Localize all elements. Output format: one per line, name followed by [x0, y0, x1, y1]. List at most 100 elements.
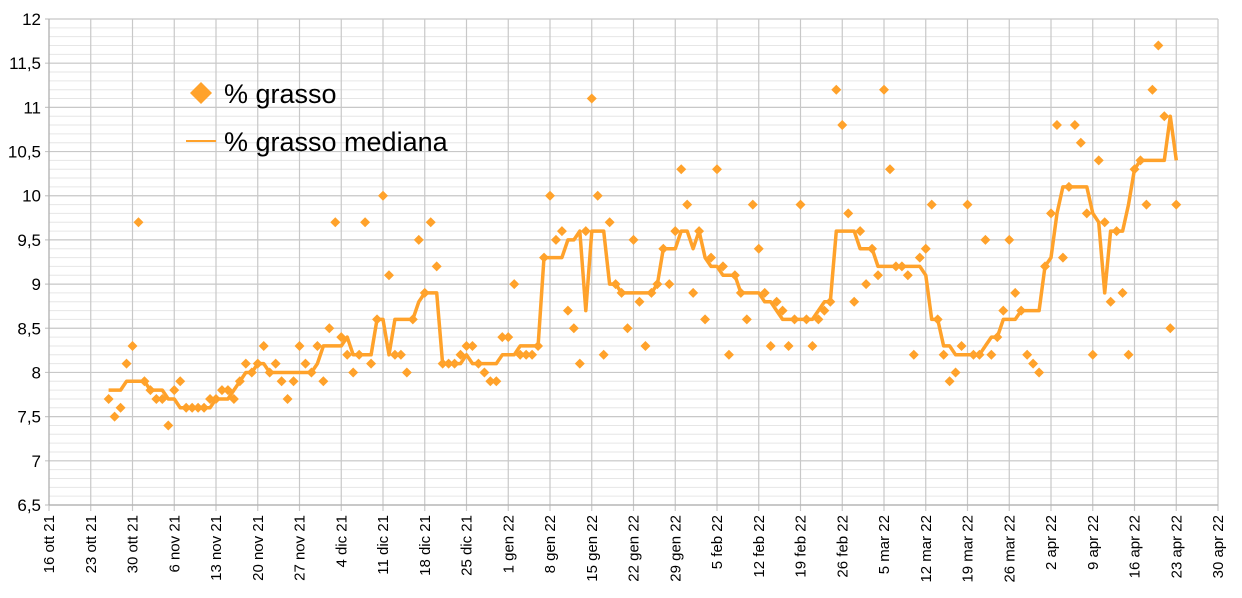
- data-point: [294, 340, 305, 351]
- data-point: [228, 393, 239, 404]
- data-point: [712, 164, 722, 175]
- data-point: [372, 314, 383, 325]
- data-point: [115, 402, 126, 413]
- data-point: [646, 287, 657, 298]
- data-point: [706, 252, 717, 263]
- data-point: [998, 305, 1009, 316]
- data-point: [1028, 358, 1039, 369]
- y-tick-label: 7: [32, 452, 41, 471]
- x-tick-label: 26 feb 22: [834, 515, 851, 578]
- data-point: [562, 305, 573, 316]
- data-point: [181, 402, 192, 413]
- data-point: [330, 217, 341, 228]
- data-point: [944, 376, 955, 387]
- data-point: [246, 367, 257, 378]
- data-point: [598, 349, 609, 360]
- data-point: [1159, 111, 1170, 122]
- data-point: [211, 393, 221, 404]
- data-point: [306, 367, 317, 378]
- x-tick-label: 13 nov 21: [208, 515, 225, 581]
- data-point: [634, 296, 645, 307]
- legend-marker-diamond: [190, 82, 212, 104]
- data-point: [533, 340, 544, 351]
- data-point: [765, 340, 776, 351]
- data-point: [276, 376, 287, 387]
- data-point: [771, 296, 782, 307]
- data-point: [568, 323, 579, 334]
- data-point: [723, 349, 734, 360]
- data-point: [747, 199, 758, 210]
- x-tick-label: 20 nov 21: [250, 515, 267, 581]
- data-point: [187, 402, 198, 413]
- x-tick-label: 5 feb 22: [709, 515, 726, 569]
- y-tick-label: 10: [22, 187, 41, 206]
- data-point: [956, 340, 967, 351]
- y-tick-label: 9: [32, 275, 41, 294]
- data-point: [592, 190, 603, 201]
- data-point: [843, 208, 854, 219]
- data-point: [1016, 305, 1027, 316]
- data-point: [312, 340, 323, 351]
- data-point: [1093, 155, 1104, 166]
- data-point: [193, 402, 204, 413]
- data-point: [127, 340, 138, 351]
- y-tick-label: 12: [22, 10, 41, 29]
- data-point: [1046, 208, 1056, 219]
- x-tick-label: 26 mar 22: [1001, 515, 1018, 583]
- data-point: [288, 376, 299, 387]
- data-point: [992, 332, 1003, 343]
- data-point: [819, 305, 830, 316]
- data-point: [133, 217, 144, 228]
- data-point: [1147, 84, 1158, 95]
- data-point: [151, 393, 162, 404]
- data-point: [1165, 323, 1176, 334]
- data-point: [1129, 164, 1140, 175]
- y-tick-label: 11: [23, 98, 41, 117]
- legend-label-grasso: % grasso: [224, 79, 337, 109]
- data-point: [1069, 120, 1080, 131]
- data-point: [515, 349, 526, 360]
- data-point: [890, 261, 901, 272]
- data-point: [741, 314, 752, 325]
- data-point: [849, 296, 860, 307]
- data-point: [867, 243, 878, 254]
- data-point: [855, 226, 866, 237]
- x-tick-label: 30 ott 21: [125, 515, 142, 573]
- data-point: [932, 314, 943, 325]
- data-point: [264, 367, 275, 378]
- data-point: [1087, 349, 1098, 360]
- x-tick-label: 29 gen 22: [667, 515, 684, 582]
- data-point: [1135, 155, 1146, 166]
- data-point: [950, 367, 961, 378]
- data-point: [1040, 261, 1051, 272]
- x-tick-label: 12 feb 22: [751, 515, 768, 578]
- data-point: [1051, 120, 1062, 131]
- data-point: [1081, 208, 1092, 219]
- data-point: [1063, 181, 1074, 192]
- data-point: [688, 287, 699, 298]
- data-point: [527, 349, 538, 360]
- data-point: [694, 226, 705, 237]
- x-tick-label: 12 mar 22: [918, 515, 935, 583]
- data-point: [926, 199, 937, 210]
- data-point: [902, 270, 913, 281]
- data-point: [407, 314, 418, 325]
- data-point: [437, 358, 448, 369]
- data-point: [169, 385, 180, 396]
- data-point: [258, 340, 269, 351]
- data-point: [199, 402, 210, 413]
- x-tick-label: 16 ott 21: [41, 515, 58, 573]
- legend: % grasso % grasso mediana: [186, 79, 449, 157]
- legend-label-grasso-mediana: % grasso mediana: [224, 127, 449, 157]
- data-point: [795, 199, 806, 210]
- x-tick-label: 5 mar 22: [876, 515, 893, 574]
- data-point: [1105, 296, 1116, 307]
- data-point: [360, 217, 371, 228]
- y-tick-label: 10,5: [8, 143, 41, 162]
- data-point: [813, 314, 824, 325]
- data-point: [455, 349, 466, 360]
- data-point: [401, 367, 412, 378]
- x-tick-label: 23 apr 22: [1168, 515, 1185, 578]
- y-tick-label: 11,5: [9, 54, 41, 73]
